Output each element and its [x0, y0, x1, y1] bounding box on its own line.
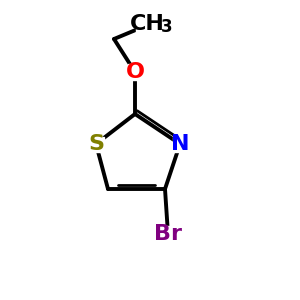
- Text: N: N: [171, 134, 189, 154]
- Text: CH: CH: [130, 14, 164, 34]
- Bar: [172, 136, 188, 152]
- Bar: [88, 136, 104, 152]
- Text: S: S: [88, 134, 104, 154]
- Text: Br: Br: [154, 224, 182, 244]
- Bar: [157, 226, 179, 242]
- Text: 3: 3: [161, 18, 172, 36]
- Bar: [128, 64, 142, 80]
- Bar: [136, 16, 164, 32]
- Text: O: O: [125, 62, 145, 82]
